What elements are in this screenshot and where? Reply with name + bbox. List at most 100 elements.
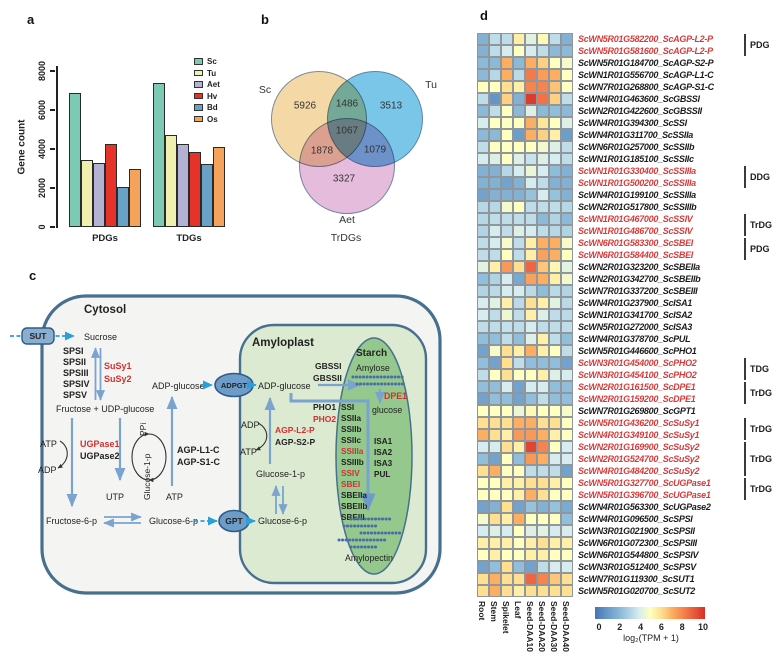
venn-count-sc-tu: 1486 bbox=[335, 98, 359, 110]
heatmap-cell bbox=[489, 45, 501, 57]
heatmap-cell bbox=[525, 117, 537, 129]
bar-Os-TDGs bbox=[213, 147, 225, 227]
heatmap-cell bbox=[537, 201, 549, 213]
heatmap-cell bbox=[501, 69, 513, 81]
gene-label: ScWN3R01G021900_ScSPSII bbox=[578, 526, 695, 536]
heatmap-cell bbox=[561, 417, 573, 429]
heatmap-cell bbox=[561, 381, 573, 393]
heatmap-cell bbox=[513, 441, 525, 453]
heatmap-cell bbox=[525, 33, 537, 45]
heatmap-cell bbox=[561, 129, 573, 141]
heatmap-row: ScWN5R01G020700_ScSUT2 bbox=[477, 585, 714, 597]
heatmap-cell bbox=[537, 273, 549, 285]
heatmap-cell bbox=[549, 573, 561, 585]
heatmap-cell bbox=[489, 273, 501, 285]
heatmap-cell bbox=[561, 201, 573, 213]
colorbar-tick: 0 bbox=[596, 622, 602, 632]
heatmap-cell bbox=[489, 105, 501, 117]
heatmap-cell bbox=[561, 549, 573, 561]
cytosol-title: Cytosol bbox=[84, 304, 126, 316]
heatmap-row: ScWN7R01G119300_ScSUT1 bbox=[477, 573, 714, 585]
sucrose-label: Sucrose bbox=[84, 332, 117, 342]
heatmap-cell bbox=[525, 309, 537, 321]
heatmap-cell bbox=[501, 453, 513, 465]
heatmap-cell bbox=[477, 285, 489, 297]
gene-label: ScWN5R01G446600_ScPHO1 bbox=[578, 346, 697, 356]
heatmap-cell bbox=[489, 417, 501, 429]
enzyme-ssiiib: SSIIIb bbox=[341, 458, 364, 467]
column-label: Leaf bbox=[513, 601, 523, 619]
heatmap-cell bbox=[525, 249, 537, 261]
heatmap-cell bbox=[489, 57, 501, 69]
heatmap-cell bbox=[549, 237, 561, 249]
heatmap-cell bbox=[513, 93, 525, 105]
enzyme-pho2: PHO2 bbox=[313, 414, 336, 424]
legend-item-Aet: Aet bbox=[194, 80, 220, 89]
heatmap-cell bbox=[489, 81, 501, 93]
heatmap-row: ScWN1R01G185100_ScSSIIc bbox=[477, 153, 714, 165]
enzyme-ssi: SSI bbox=[341, 403, 354, 412]
glucose-6-p-label-cytosol: Glucose-6-p bbox=[149, 516, 198, 526]
ppi-label: PPi bbox=[138, 423, 148, 436]
gene-label: ScWN6R01G584400_ScSBEI bbox=[578, 250, 693, 260]
heatmap-cell bbox=[537, 357, 549, 369]
category-label-pdgs: PDGs bbox=[92, 233, 118, 244]
heatmap-cell bbox=[549, 129, 561, 141]
heatmap-cell bbox=[489, 585, 501, 597]
heatmap-cell bbox=[525, 561, 537, 573]
enzyme-sbei: SBEI bbox=[341, 480, 360, 489]
gene-label: ScWN5R01G272000_ScISA3 bbox=[578, 322, 692, 332]
enzyme-pul: PUL bbox=[374, 470, 390, 479]
legend-swatch-Tu bbox=[194, 69, 203, 77]
heatmap-cell bbox=[561, 441, 573, 453]
heatmap-row: ScWN2R01G524700_ScSuSy2 bbox=[477, 453, 714, 465]
gene-label: ScWN2R01G422600_ScGBSSII bbox=[578, 106, 702, 116]
heatmap-cell bbox=[561, 261, 573, 273]
heatmap-cell bbox=[549, 513, 561, 525]
heatmap-cell bbox=[477, 237, 489, 249]
heatmap-cell bbox=[525, 453, 537, 465]
enzyme-agp-s2-p: AGP-S2-P bbox=[275, 437, 315, 447]
heatmap-row: ScWN3R01G454000_ScPHO2 bbox=[477, 357, 714, 369]
heatmap-cell bbox=[489, 93, 501, 105]
legend-label: Os bbox=[207, 114, 218, 124]
heatmap-cell bbox=[477, 357, 489, 369]
venn-subtitle: TrDGs bbox=[330, 232, 362, 244]
heatmap-cell bbox=[477, 117, 489, 129]
heatmap-cell bbox=[477, 453, 489, 465]
heatmap-row: ScWN4R01G563300_ScUGPase2 bbox=[477, 501, 714, 513]
heatmap-cell bbox=[501, 81, 513, 93]
gene-label: ScWN6R01G544800_ScSPSIV bbox=[578, 550, 699, 560]
heatmap-cell bbox=[501, 465, 513, 477]
enzyme-ssiib: SSIIb bbox=[341, 425, 361, 434]
heatmap-cell bbox=[549, 477, 561, 489]
gene-label: ScWN1R01G467000_ScSSIV bbox=[578, 214, 693, 224]
group-bracket bbox=[744, 166, 746, 188]
heatmap-cell bbox=[537, 129, 549, 141]
heatmap-cell bbox=[501, 417, 513, 429]
heatmap-cell bbox=[561, 585, 573, 597]
heatmap-cell bbox=[525, 225, 537, 237]
heatmap-cell bbox=[537, 117, 549, 129]
heatmap-cell bbox=[549, 165, 561, 177]
gene-label: ScWN7R01G119300_ScSUT1 bbox=[578, 574, 695, 584]
heatmap-row: ScWN1R01G486700_ScSSIV bbox=[477, 225, 714, 237]
heatmap-cell bbox=[513, 69, 525, 81]
heatmap-cell bbox=[525, 381, 537, 393]
colorbar bbox=[595, 607, 705, 619]
legend-item-Sc: Sc bbox=[194, 57, 220, 66]
heatmap-cell bbox=[477, 405, 489, 417]
enzyme-sbeiii: SBEIII bbox=[341, 513, 365, 522]
heatmap-cell bbox=[537, 189, 549, 201]
heatmap-cell bbox=[549, 345, 561, 357]
heatmap-cell bbox=[549, 537, 561, 549]
heatmap-cell bbox=[525, 153, 537, 165]
heatmap-cell bbox=[501, 393, 513, 405]
group-bracket-label: TrDG bbox=[750, 484, 773, 494]
fructose-udp-glucose-label: Fructose + UDP-glucose bbox=[56, 404, 154, 414]
heatmap-row: ScWN2R01G517800_ScSSIIIb bbox=[477, 201, 714, 213]
heatmap-cell bbox=[537, 33, 549, 45]
heatmap-cell bbox=[489, 69, 501, 81]
heatmap-cell bbox=[489, 309, 501, 321]
heatmap-row: ScWN5R01G582200_ScAGP-L2-P bbox=[477, 33, 714, 45]
